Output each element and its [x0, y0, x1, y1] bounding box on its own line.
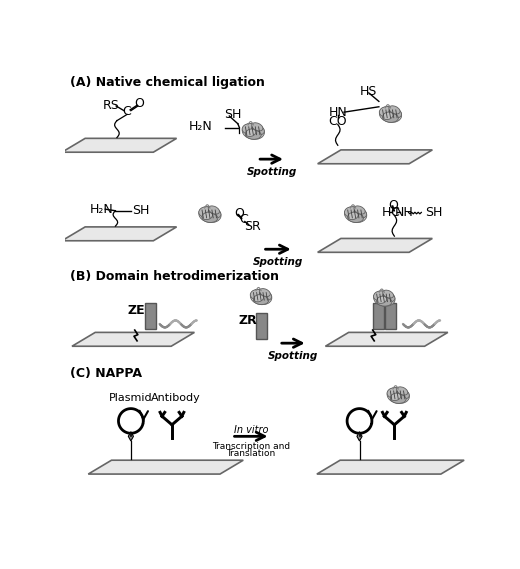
Text: H: H — [382, 206, 392, 218]
Text: Antibody: Antibody — [151, 393, 201, 403]
Polygon shape — [326, 332, 448, 347]
Text: HS: HS — [359, 85, 377, 98]
Bar — [373, 303, 384, 329]
Ellipse shape — [344, 207, 359, 217]
Text: O: O — [135, 97, 145, 110]
Ellipse shape — [383, 292, 395, 302]
Ellipse shape — [199, 207, 221, 222]
Polygon shape — [357, 432, 362, 441]
Ellipse shape — [345, 207, 367, 222]
Ellipse shape — [245, 130, 261, 139]
Ellipse shape — [202, 212, 213, 220]
Text: In vitro: In vitro — [234, 425, 268, 435]
Text: Translation: Translation — [226, 449, 276, 457]
Text: Plasmid: Plasmid — [109, 393, 153, 403]
Text: H₂N: H₂N — [189, 120, 212, 133]
Text: NH: NH — [394, 206, 413, 218]
Ellipse shape — [387, 387, 409, 403]
Ellipse shape — [202, 213, 218, 222]
Text: C: C — [390, 206, 399, 218]
Text: ZR: ZR — [239, 314, 257, 327]
Text: (B) Domain hetrodimerization: (B) Domain hetrodimerization — [70, 270, 279, 283]
Text: O: O — [235, 207, 244, 220]
Ellipse shape — [253, 296, 269, 304]
Text: SH: SH — [425, 206, 443, 218]
Bar — [145, 303, 155, 329]
Text: O: O — [388, 199, 398, 212]
Ellipse shape — [252, 123, 263, 131]
Ellipse shape — [259, 291, 272, 300]
Bar — [256, 313, 267, 339]
Text: C: C — [123, 105, 132, 118]
Ellipse shape — [250, 289, 272, 304]
Ellipse shape — [354, 208, 367, 218]
Ellipse shape — [376, 297, 392, 306]
Bar — [385, 303, 396, 329]
Ellipse shape — [383, 113, 398, 122]
Ellipse shape — [379, 106, 394, 117]
Text: HN: HN — [329, 106, 347, 119]
Text: ZE: ZE — [127, 303, 145, 316]
Polygon shape — [88, 460, 243, 474]
Text: (C) NAPPA: (C) NAPPA — [70, 367, 142, 380]
Polygon shape — [317, 460, 464, 474]
Ellipse shape — [348, 212, 358, 220]
Ellipse shape — [242, 123, 256, 134]
Text: SR: SR — [244, 220, 261, 233]
Polygon shape — [128, 432, 134, 441]
Text: SH: SH — [132, 204, 149, 217]
Ellipse shape — [209, 206, 219, 214]
Ellipse shape — [354, 206, 365, 214]
Polygon shape — [62, 138, 177, 152]
Polygon shape — [72, 332, 194, 347]
Ellipse shape — [383, 290, 394, 298]
Text: Transcription and: Transcription and — [212, 442, 290, 451]
Text: H₂N: H₂N — [90, 203, 113, 216]
Text: C: C — [239, 213, 248, 226]
Text: (A) Native chemical ligation: (A) Native chemical ligation — [70, 76, 265, 89]
Ellipse shape — [388, 108, 401, 118]
Ellipse shape — [391, 393, 401, 401]
Text: Spotting: Spotting — [253, 257, 303, 267]
Ellipse shape — [377, 296, 387, 303]
Ellipse shape — [245, 129, 256, 137]
Ellipse shape — [397, 387, 408, 395]
Ellipse shape — [250, 290, 264, 299]
Ellipse shape — [254, 295, 264, 302]
Polygon shape — [62, 227, 177, 241]
Ellipse shape — [242, 123, 265, 139]
Ellipse shape — [348, 213, 363, 222]
Text: SH: SH — [224, 108, 241, 121]
Ellipse shape — [389, 106, 400, 114]
Ellipse shape — [252, 125, 264, 135]
Ellipse shape — [208, 208, 221, 218]
Ellipse shape — [396, 389, 409, 399]
Ellipse shape — [391, 394, 406, 403]
Ellipse shape — [259, 288, 270, 296]
Ellipse shape — [383, 112, 393, 119]
Polygon shape — [318, 238, 432, 252]
Text: RS: RS — [103, 99, 120, 112]
Ellipse shape — [373, 291, 387, 301]
Text: Spotting: Spotting — [268, 351, 318, 361]
Polygon shape — [318, 150, 432, 164]
Text: Spotting: Spotting — [246, 167, 297, 177]
Ellipse shape — [199, 207, 213, 217]
Ellipse shape — [373, 291, 395, 306]
Text: CO: CO — [329, 115, 347, 128]
Ellipse shape — [387, 387, 401, 398]
Ellipse shape — [380, 106, 401, 122]
